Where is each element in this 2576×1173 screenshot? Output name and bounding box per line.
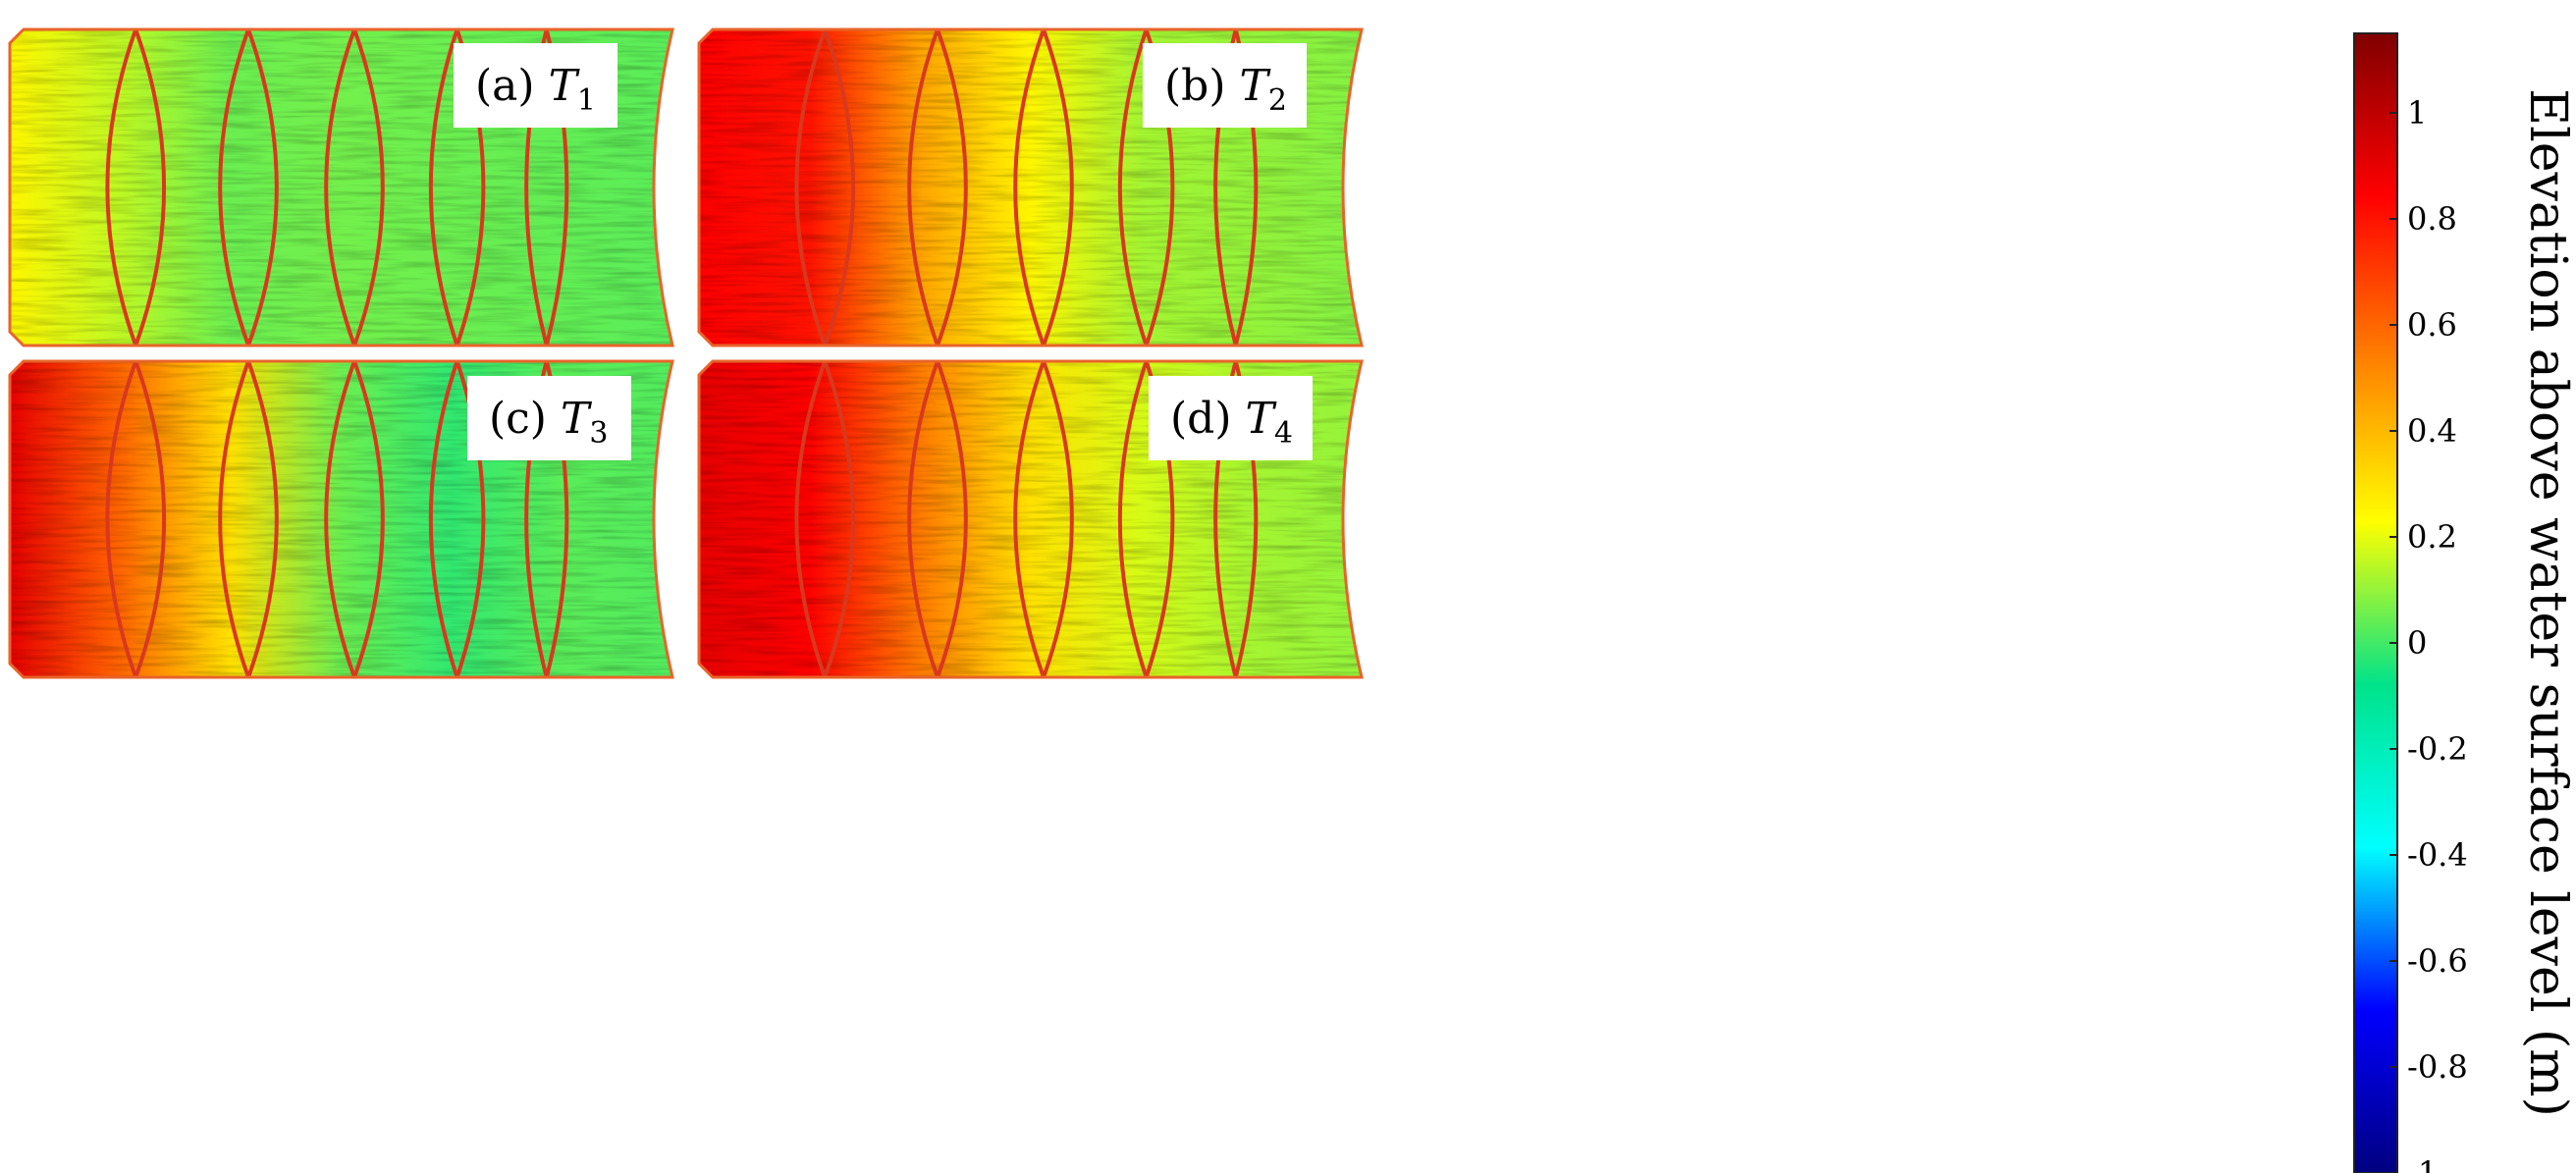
colorbar: 1 0.8 0.6 0.4 0.2 0 -0.2 -0.4 -0.6 -0.8 -1 Elevati… [2353,32,2576,1173]
panel-label: (c) T3 [489,394,608,451]
colorbar-tick-label: 0.6 [2407,306,2457,344]
panel-c: (c) T3 [8,359,674,679]
lens-boundary [1042,361,1074,677]
panel-label-box [1149,376,1313,460]
lens-boundary [1117,29,1149,346]
panel-a: (a) T1 [8,27,674,347]
panel-b: (b) T2 [697,27,1364,347]
colorbar-gradient [2353,32,2398,1173]
panel-label: (a) T1 [475,61,596,118]
colorbar-tick-label: 1 [2407,94,2427,132]
lens-boundary [428,29,459,346]
colorbar-tick-label: -0.2 [2407,730,2468,768]
colorbar-label: Elevation above water surface level (m) [2518,88,2576,1117]
lens-boundary [1042,29,1074,346]
lens-boundary [1117,361,1149,677]
lens-boundary [324,361,356,677]
colorbar-tick-label: -0.6 [2407,942,2468,980]
colorbar-tick-label: 0.8 [2407,200,2457,238]
panel-label-box [1143,43,1307,128]
panel-label-box [454,43,617,128]
lens-boundary [134,361,166,677]
lens-boundary [105,29,138,346]
colorbar-tick-label: -0.8 [2407,1048,2468,1086]
lens-boundary [352,29,385,346]
lens-boundary [907,361,939,677]
lens-boundary [823,29,855,346]
panel-label: (d) T4 [1170,394,1293,451]
colorbar-tick-label: -1 [2407,1154,2438,1173]
panel-d: (d) T4 [697,359,1364,679]
lens-boundary [794,361,828,677]
colorbar-tick-label: 0 [2407,624,2427,662]
panel-label-box [467,376,631,460]
lens-boundary [936,29,968,346]
lens-boundary [794,29,828,346]
lens-boundary [936,361,968,677]
colorbar-tick-label: 0.4 [2407,412,2457,450]
lens-boundary [352,361,385,677]
lens-boundary [1013,361,1046,677]
lens-boundary [907,29,939,346]
lens-boundary [218,29,250,346]
panel-label: (b) T2 [1164,61,1287,118]
lens-boundary [218,361,250,677]
lens-boundary [1013,29,1046,346]
lens-boundary [246,29,279,346]
panel-outline [8,27,674,347]
lens-boundary [428,361,459,677]
lens-boundary [823,361,855,677]
lens-boundary [105,361,138,677]
lens-boundary [246,361,279,677]
panel-outline [697,359,1364,679]
panel-outline [8,359,674,679]
lens-boundary [324,29,356,346]
lens-boundary [134,29,166,346]
panel-outline [697,27,1364,347]
colorbar-tick-label: 0.2 [2407,518,2457,556]
colorbar-tick-label: -0.4 [2407,836,2468,874]
